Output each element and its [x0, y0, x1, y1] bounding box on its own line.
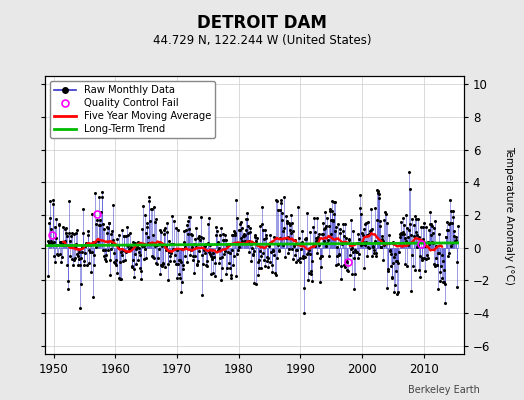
Text: DETROIT DAM: DETROIT DAM [197, 14, 327, 32]
Text: Berkeley Earth: Berkeley Earth [408, 385, 479, 395]
Text: 44.729 N, 122.244 W (United States): 44.729 N, 122.244 W (United States) [153, 34, 371, 47]
Legend: Raw Monthly Data, Quality Control Fail, Five Year Moving Average, Long-Term Tren: Raw Monthly Data, Quality Control Fail, … [50, 81, 215, 138]
Y-axis label: Temperature Anomaly (°C): Temperature Anomaly (°C) [504, 146, 514, 284]
